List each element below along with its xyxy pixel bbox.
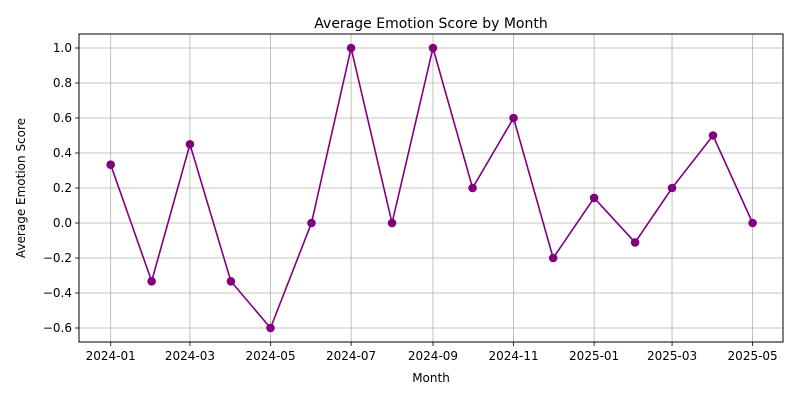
data-point bbox=[589, 193, 599, 203]
x-tick-label: 2024-11 bbox=[488, 349, 538, 363]
x-tick-label: 2025-05 bbox=[728, 349, 778, 363]
x-tick-label: 2025-01 bbox=[569, 349, 619, 363]
data-point bbox=[708, 131, 718, 140]
x-tick-label: 2024-03 bbox=[165, 349, 215, 363]
y-tick-label: −0.2 bbox=[43, 251, 72, 265]
y-tick-label: 1.0 bbox=[53, 41, 72, 55]
y-axis-label: Average Emotion Score bbox=[14, 118, 28, 258]
x-tick-label: 2024-05 bbox=[245, 349, 295, 363]
y-tick-label: 0.0 bbox=[53, 216, 72, 230]
y-tick-label: 0.4 bbox=[53, 146, 72, 160]
data-point bbox=[346, 43, 356, 53]
y-tick-label: −0.6 bbox=[43, 321, 72, 335]
data-point bbox=[147, 276, 156, 286]
data-point bbox=[307, 218, 316, 228]
data-point bbox=[387, 218, 397, 228]
x-tick-label: 2025-03 bbox=[647, 349, 697, 363]
x-tick-label: 2024-07 bbox=[326, 349, 376, 363]
x-tick-label: 2024-09 bbox=[408, 349, 458, 363]
data-point bbox=[428, 43, 438, 53]
data-point bbox=[748, 218, 757, 228]
grid-lines bbox=[79, 34, 783, 342]
y-tick-label: −0.4 bbox=[43, 286, 72, 300]
chart-title: Average Emotion Score by Month bbox=[314, 16, 547, 32]
x-axis-label: Month bbox=[412, 371, 450, 385]
data-point bbox=[667, 183, 677, 193]
x-axis-ticks: 2024-01 2024-03 2024-05 2024-07 2024-09 2024-… bbox=[86, 342, 778, 363]
y-tick-label: 0.2 bbox=[53, 181, 72, 195]
y-tick-label: 0.8 bbox=[53, 76, 72, 90]
data-point bbox=[266, 323, 275, 333]
data-points bbox=[106, 43, 757, 333]
data-point bbox=[185, 139, 195, 149]
data-point bbox=[226, 276, 236, 286]
data-point bbox=[548, 253, 558, 263]
data-point bbox=[630, 238, 640, 247]
data-point bbox=[468, 183, 477, 193]
x-tick-label: 2024-01 bbox=[86, 349, 136, 363]
y-tick-label: 0.6 bbox=[53, 111, 72, 125]
data-point bbox=[509, 113, 518, 123]
y-axis-ticks: −0.6 −0.4 −0.2 0.0 0.2 0.4 0.6 0.8 1.0 bbox=[43, 41, 79, 335]
data-point bbox=[106, 160, 115, 170]
